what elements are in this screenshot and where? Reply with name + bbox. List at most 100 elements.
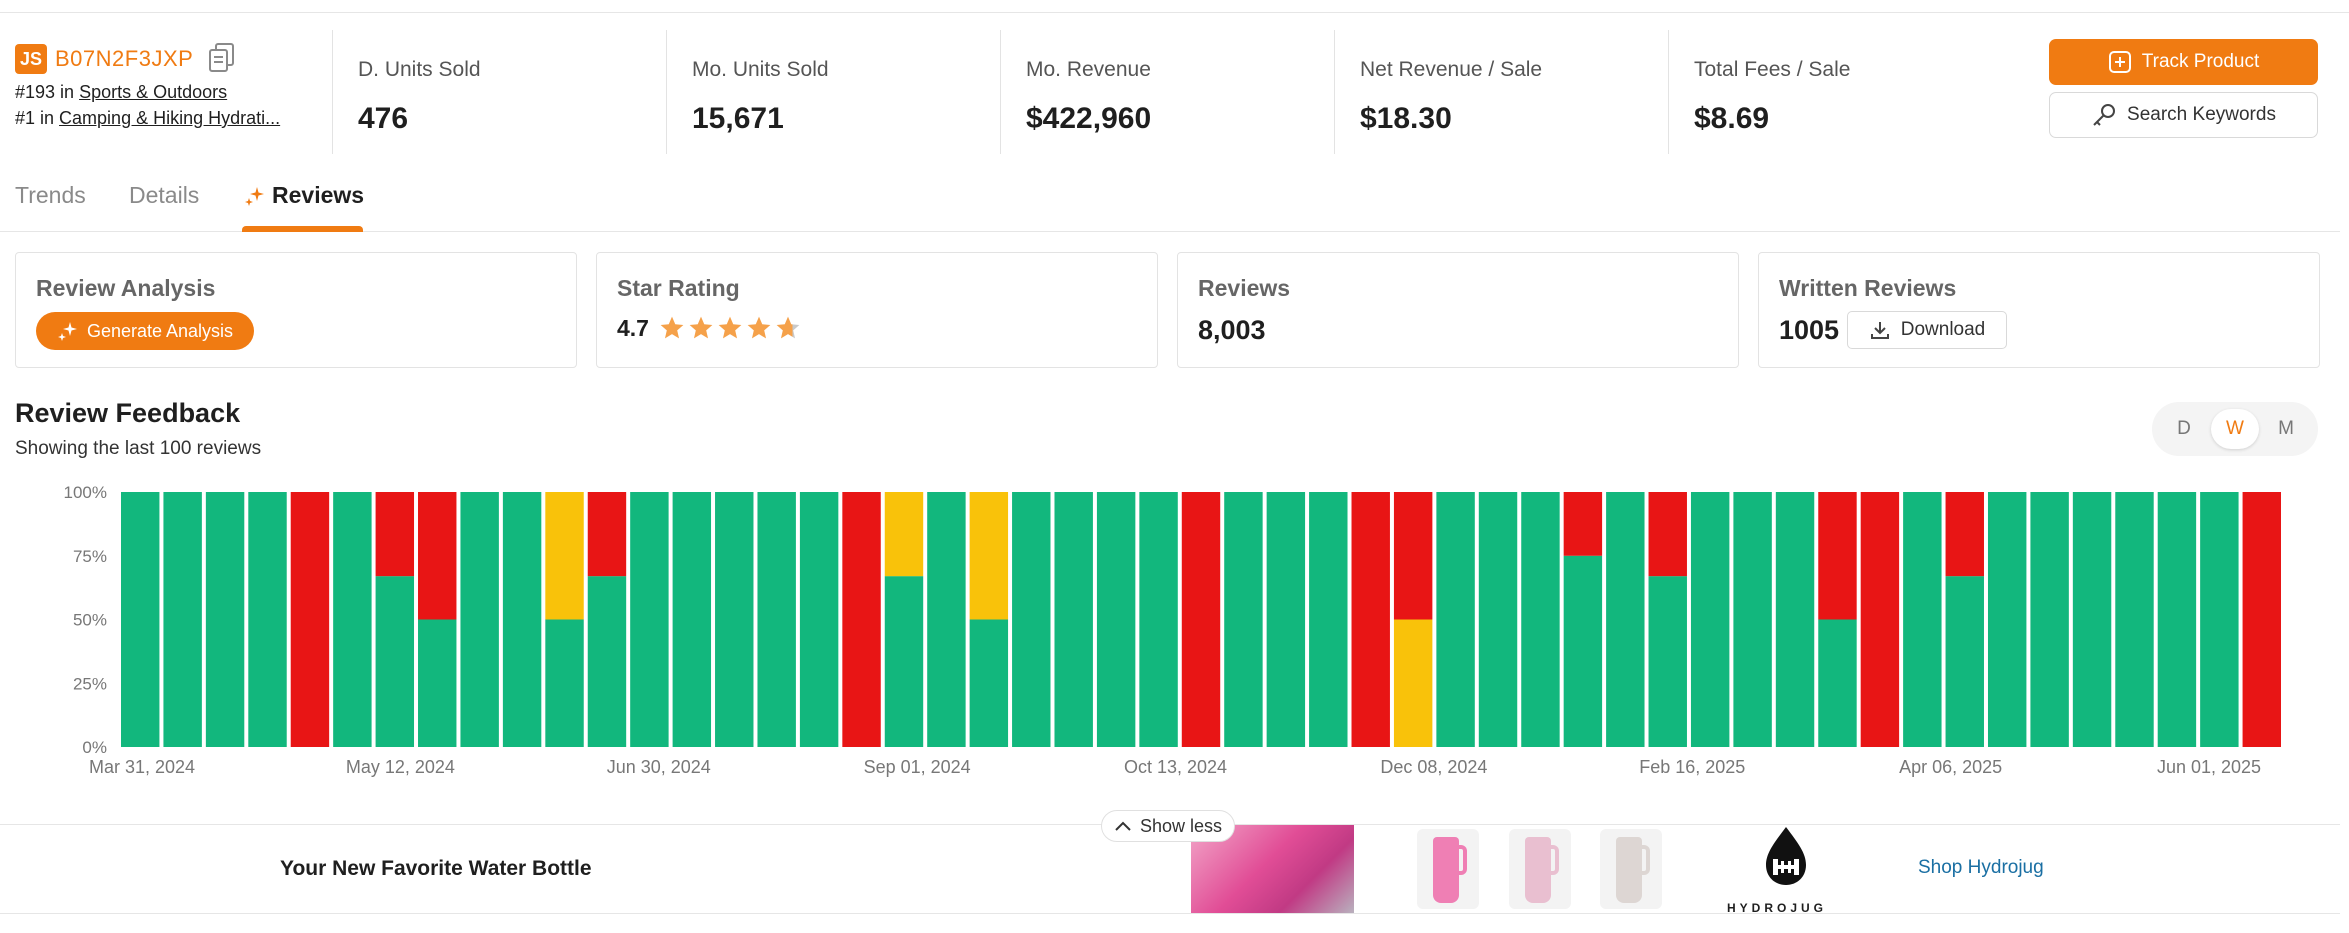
period-week-button[interactable]: W (2211, 409, 2259, 449)
ad-bottle-image (1600, 829, 1662, 909)
bar-segment-neutral[interactable] (1393, 619, 1433, 748)
bar-segment-positive[interactable] (1563, 555, 1603, 747)
bar-segment-positive[interactable] (757, 492, 796, 747)
bar-segment-positive[interactable] (1945, 576, 1984, 747)
bar-segment-positive[interactable] (884, 576, 924, 747)
bar-segment-negative[interactable] (1648, 492, 1687, 577)
chevron-up-icon (1115, 821, 1131, 831)
tab-reviews[interactable]: Reviews (244, 182, 364, 209)
bar-segment-positive[interactable] (248, 492, 287, 747)
bar-segment-positive[interactable] (418, 619, 457, 748)
track-product-button[interactable]: Track Product (2049, 39, 2318, 85)
y-tick-label: 25% (73, 674, 107, 693)
metric-daily-units: D. Units Sold 476 (332, 30, 666, 154)
bar-segment-positive[interactable] (969, 619, 1009, 748)
period-day-button[interactable]: D (2177, 418, 2191, 439)
generate-analysis-button[interactable]: Generate Analysis (36, 312, 254, 350)
bar-segment-positive[interactable] (587, 576, 627, 747)
bar-segment-positive[interactable] (1903, 492, 1942, 747)
shop-hydrojug-link[interactable]: Shop Hydrojug (1918, 857, 2044, 878)
bar-segment-negative[interactable] (1860, 492, 1900, 747)
bar-segment-positive[interactable] (1648, 576, 1687, 747)
metric-value: $18.30 (1360, 102, 1452, 135)
bar-segment-positive[interactable] (1521, 492, 1560, 747)
show-less-button[interactable]: Show less (1101, 810, 1235, 842)
metric-value: 476 (358, 102, 409, 135)
hydrojug-wordmark: HYDROJUG (1727, 901, 1828, 915)
sponsored-banner[interactable]: Your New Favorite Water Bottle HYDROJUG … (0, 824, 2340, 915)
bar-segment-positive[interactable] (2072, 492, 2112, 747)
download-label: Download (1900, 319, 1986, 340)
metric-label: Mo. Revenue (1026, 58, 1151, 81)
copy-icon[interactable] (207, 42, 237, 74)
bar-segment-neutral[interactable] (884, 492, 924, 577)
bar-segment-positive[interactable] (163, 492, 202, 747)
bar-segment-positive[interactable] (1012, 492, 1051, 747)
bar-segment-positive[interactable] (927, 492, 966, 747)
bar-segment-positive[interactable] (1775, 492, 1815, 747)
sparkle-icon (245, 186, 264, 206)
bar-segment-positive[interactable] (205, 492, 245, 747)
bar-segment-negative[interactable] (290, 492, 330, 747)
bar-segment-positive[interactable] (1096, 492, 1136, 747)
bar-segment-positive[interactable] (1987, 492, 2027, 747)
bar-segment-positive[interactable] (2157, 492, 2197, 747)
bar-segment-positive[interactable] (1266, 492, 1306, 747)
bar-segment-positive[interactable] (1054, 492, 1093, 747)
period-month-button[interactable]: M (2278, 418, 2294, 439)
bar-segment-negative[interactable] (1351, 492, 1390, 747)
bar-segment-positive[interactable] (2200, 492, 2239, 747)
bar-segment-positive[interactable] (375, 576, 415, 747)
bar-segment-positive[interactable] (1139, 492, 1178, 747)
star-rating-card: Star Rating 4.7 (596, 252, 1158, 368)
bar-segment-positive[interactable] (1436, 492, 1475, 747)
bar-segment-positive[interactable] (2030, 492, 2069, 747)
bar-segment-negative[interactable] (418, 492, 457, 620)
bar-segment-positive[interactable] (1690, 492, 1730, 747)
star-rating-value: 4.7 (617, 315, 649, 341)
bar-segment-positive[interactable] (121, 492, 160, 747)
rank-secondary-category-link[interactable]: Camping & Hiking Hydrati... (59, 108, 281, 128)
bar-segment-negative[interactable] (1393, 492, 1433, 620)
ad-bottle-image (1509, 829, 1571, 909)
review-feedback-subtitle: Showing the last 100 reviews (15, 438, 262, 459)
bar-segment-positive[interactable] (1478, 492, 1518, 747)
bar-segment-positive[interactable] (672, 492, 712, 747)
bar-segment-neutral[interactable] (545, 492, 584, 620)
bar-segment-negative[interactable] (587, 492, 627, 577)
download-button[interactable]: Download (1847, 311, 2007, 349)
bar-segment-positive[interactable] (1733, 492, 1772, 747)
bar-segment-negative[interactable] (1181, 492, 1221, 747)
bar-segment-negative[interactable] (1818, 492, 1857, 620)
bar-segment-neutral[interactable] (969, 492, 1009, 620)
rank-primary-category-link[interactable]: Sports & Outdoors (79, 82, 228, 102)
bar-segment-positive[interactable] (502, 492, 542, 747)
generate-analysis-label: Generate Analysis (86, 320, 234, 341)
bar-segment-positive[interactable] (2115, 492, 2154, 747)
bar-segment-negative[interactable] (375, 492, 415, 577)
bar-segment-positive[interactable] (1606, 492, 1645, 747)
search-keywords-button[interactable]: Search Keywords (2049, 92, 2318, 138)
bar-segment-negative[interactable] (1945, 492, 1984, 577)
bar-segment-positive[interactable] (460, 492, 499, 747)
bar-segment-positive[interactable] (630, 492, 669, 747)
bar-segment-positive[interactable] (799, 492, 839, 747)
card-title: Written Reviews (1779, 275, 1957, 301)
bar-segment-positive[interactable] (1224, 492, 1263, 747)
tab-trends[interactable]: Trends (15, 182, 86, 208)
bar-segment-positive[interactable] (545, 619, 584, 748)
bar-segment-positive[interactable] (1309, 492, 1348, 747)
bar-segment-positive[interactable] (1818, 619, 1857, 748)
top-divider (0, 12, 2349, 13)
key-icon (2093, 104, 2116, 126)
tab-details[interactable]: Details (129, 182, 200, 208)
asin-label[interactable]: B07N2F3JXP (55, 46, 194, 71)
star-icon (689, 316, 713, 339)
y-tick-label: 50% (73, 611, 107, 630)
bar-segment-positive[interactable] (333, 492, 372, 747)
metric-total-fees: Total Fees / Sale $8.69 (1668, 30, 2002, 154)
bar-segment-negative[interactable] (1563, 492, 1603, 556)
bar-segment-negative[interactable] (2242, 492, 2281, 747)
bar-segment-positive[interactable] (715, 492, 754, 747)
bar-segment-negative[interactable] (842, 492, 881, 747)
